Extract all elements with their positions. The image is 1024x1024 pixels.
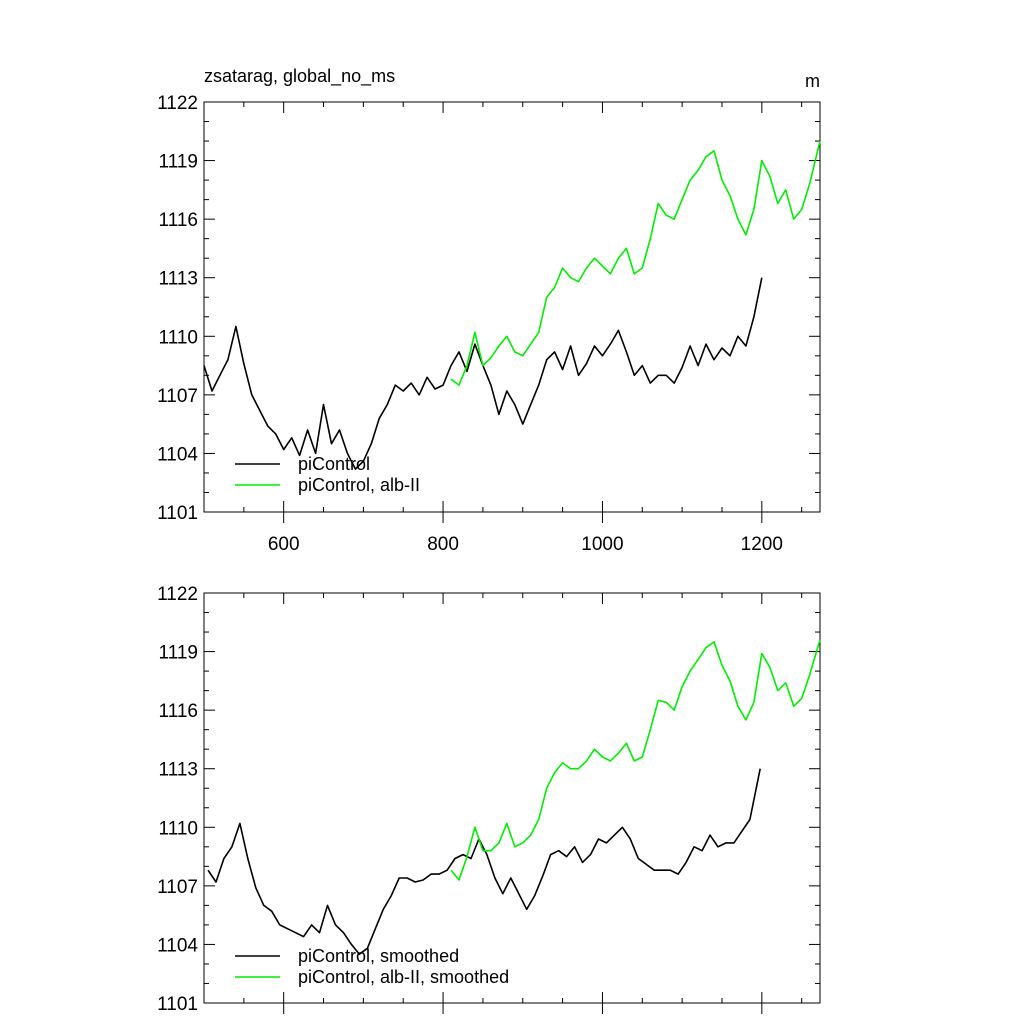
bottom-legend-label-0: piControl, smoothed — [298, 946, 459, 966]
bottom-panel: 1101 1104 1107 1110 1113 1116 1119 1122 piContro… — [157, 584, 821, 1015]
bottom-y-tick-label: 1122 — [157, 584, 198, 605]
top-x-tick-label: 1000 — [581, 534, 623, 555]
top-x-tick-label: 600 — [268, 534, 300, 555]
top-legend-label-0: piControl — [298, 454, 370, 474]
top-y-tick-label: 1116 — [159, 210, 198, 231]
bottom-series-line-1 — [450, 639, 821, 881]
top-panel: 1101 1104 1107 1110 1113 1116 1119 1122 600 800 10… — [157, 93, 821, 555]
units-label: m — [805, 71, 820, 91]
bottom-y-tick-label: 1116 — [159, 701, 198, 722]
top-series-line-0 — [203, 277, 763, 470]
top-x-tick-label: 1200 — [741, 534, 783, 555]
top-y-tick-label: 1119 — [159, 152, 198, 173]
top-y-tick-label: 1110 — [159, 327, 198, 348]
top-y-tick-label: 1113 — [159, 269, 198, 290]
bottom-y-tick-label: 1113 — [159, 760, 198, 781]
bottom-y-tick-label: 1110 — [159, 818, 198, 839]
top-legend-label-1: piControl, alb-II — [298, 475, 420, 495]
chart-title: zsatarag, global_no_ms — [204, 66, 395, 87]
top-series-line-1 — [450, 140, 821, 386]
bottom-series-line-0 — [207, 768, 761, 956]
bottom-plot-frame — [203, 592, 821, 1004]
bottom-y-tick-label: 1119 — [159, 643, 198, 664]
bottom-y-tick-label: 1104 — [157, 935, 198, 956]
top-x-tick-label: 800 — [427, 534, 459, 555]
top-y-tick-label: 1107 — [157, 386, 198, 407]
bottom-y-tick-label: 1101 — [157, 994, 198, 1015]
top-y-tick-label: 1122 — [157, 93, 198, 114]
top-y-tick-label: 1104 — [157, 444, 198, 465]
top-plot-frame — [203, 101, 821, 513]
bottom-legend-label-1: piControl, alb-II, smoothed — [298, 967, 509, 987]
top-y-tick-label: 1101 — [157, 503, 198, 524]
bottom-y-tick-label: 1107 — [157, 877, 198, 898]
